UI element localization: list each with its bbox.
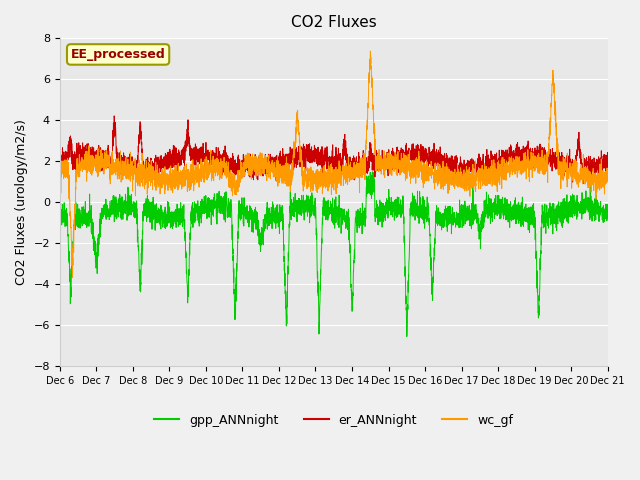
wc_gf	[477, 171, 485, 177]
er_ANNnight	[461, 165, 468, 171]
wc_gf	[604, 170, 612, 176]
er_ANNnight	[150, 168, 158, 173]
Line: er_ANNnight: er_ANNnight	[60, 116, 608, 183]
gpp_ANNnight	[485, 197, 493, 203]
gpp_ANNnight	[461, 213, 469, 218]
wc_gf	[56, 164, 63, 169]
er_ANNnight	[410, 151, 418, 157]
er_ANNnight	[604, 155, 612, 161]
Y-axis label: CO2 Fluxes (urology/m2/s): CO2 Fluxes (urology/m2/s)	[15, 119, 28, 285]
er_ANNnight	[422, 158, 429, 164]
gpp_ANNnight	[422, 215, 429, 221]
gpp_ANNnight	[403, 334, 411, 339]
wc_gf	[150, 174, 158, 180]
er_ANNnight	[110, 113, 118, 119]
gpp_ANNnight	[477, 220, 485, 226]
gpp_ANNnight	[150, 214, 158, 220]
gpp_ANNnight	[56, 206, 63, 212]
gpp_ANNnight	[604, 211, 612, 217]
wc_gf	[367, 48, 374, 54]
Text: EE_processed: EE_processed	[71, 48, 166, 61]
Line: gpp_ANNnight: gpp_ANNnight	[60, 172, 608, 336]
Legend: gpp_ANNnight, er_ANNnight, wc_gf: gpp_ANNnight, er_ANNnight, wc_gf	[149, 409, 518, 432]
gpp_ANNnight	[369, 169, 376, 175]
er_ANNnight	[477, 165, 484, 170]
wc_gf	[411, 158, 419, 164]
wc_gf	[422, 174, 429, 180]
er_ANNnight	[56, 160, 63, 166]
Title: CO2 Fluxes: CO2 Fluxes	[291, 15, 376, 30]
wc_gf	[461, 183, 469, 189]
Line: wc_gf: wc_gf	[60, 51, 608, 277]
wc_gf	[68, 275, 76, 280]
er_ANNnight	[485, 156, 493, 162]
er_ANNnight	[580, 180, 588, 186]
wc_gf	[485, 175, 493, 180]
gpp_ANNnight	[411, 200, 419, 206]
